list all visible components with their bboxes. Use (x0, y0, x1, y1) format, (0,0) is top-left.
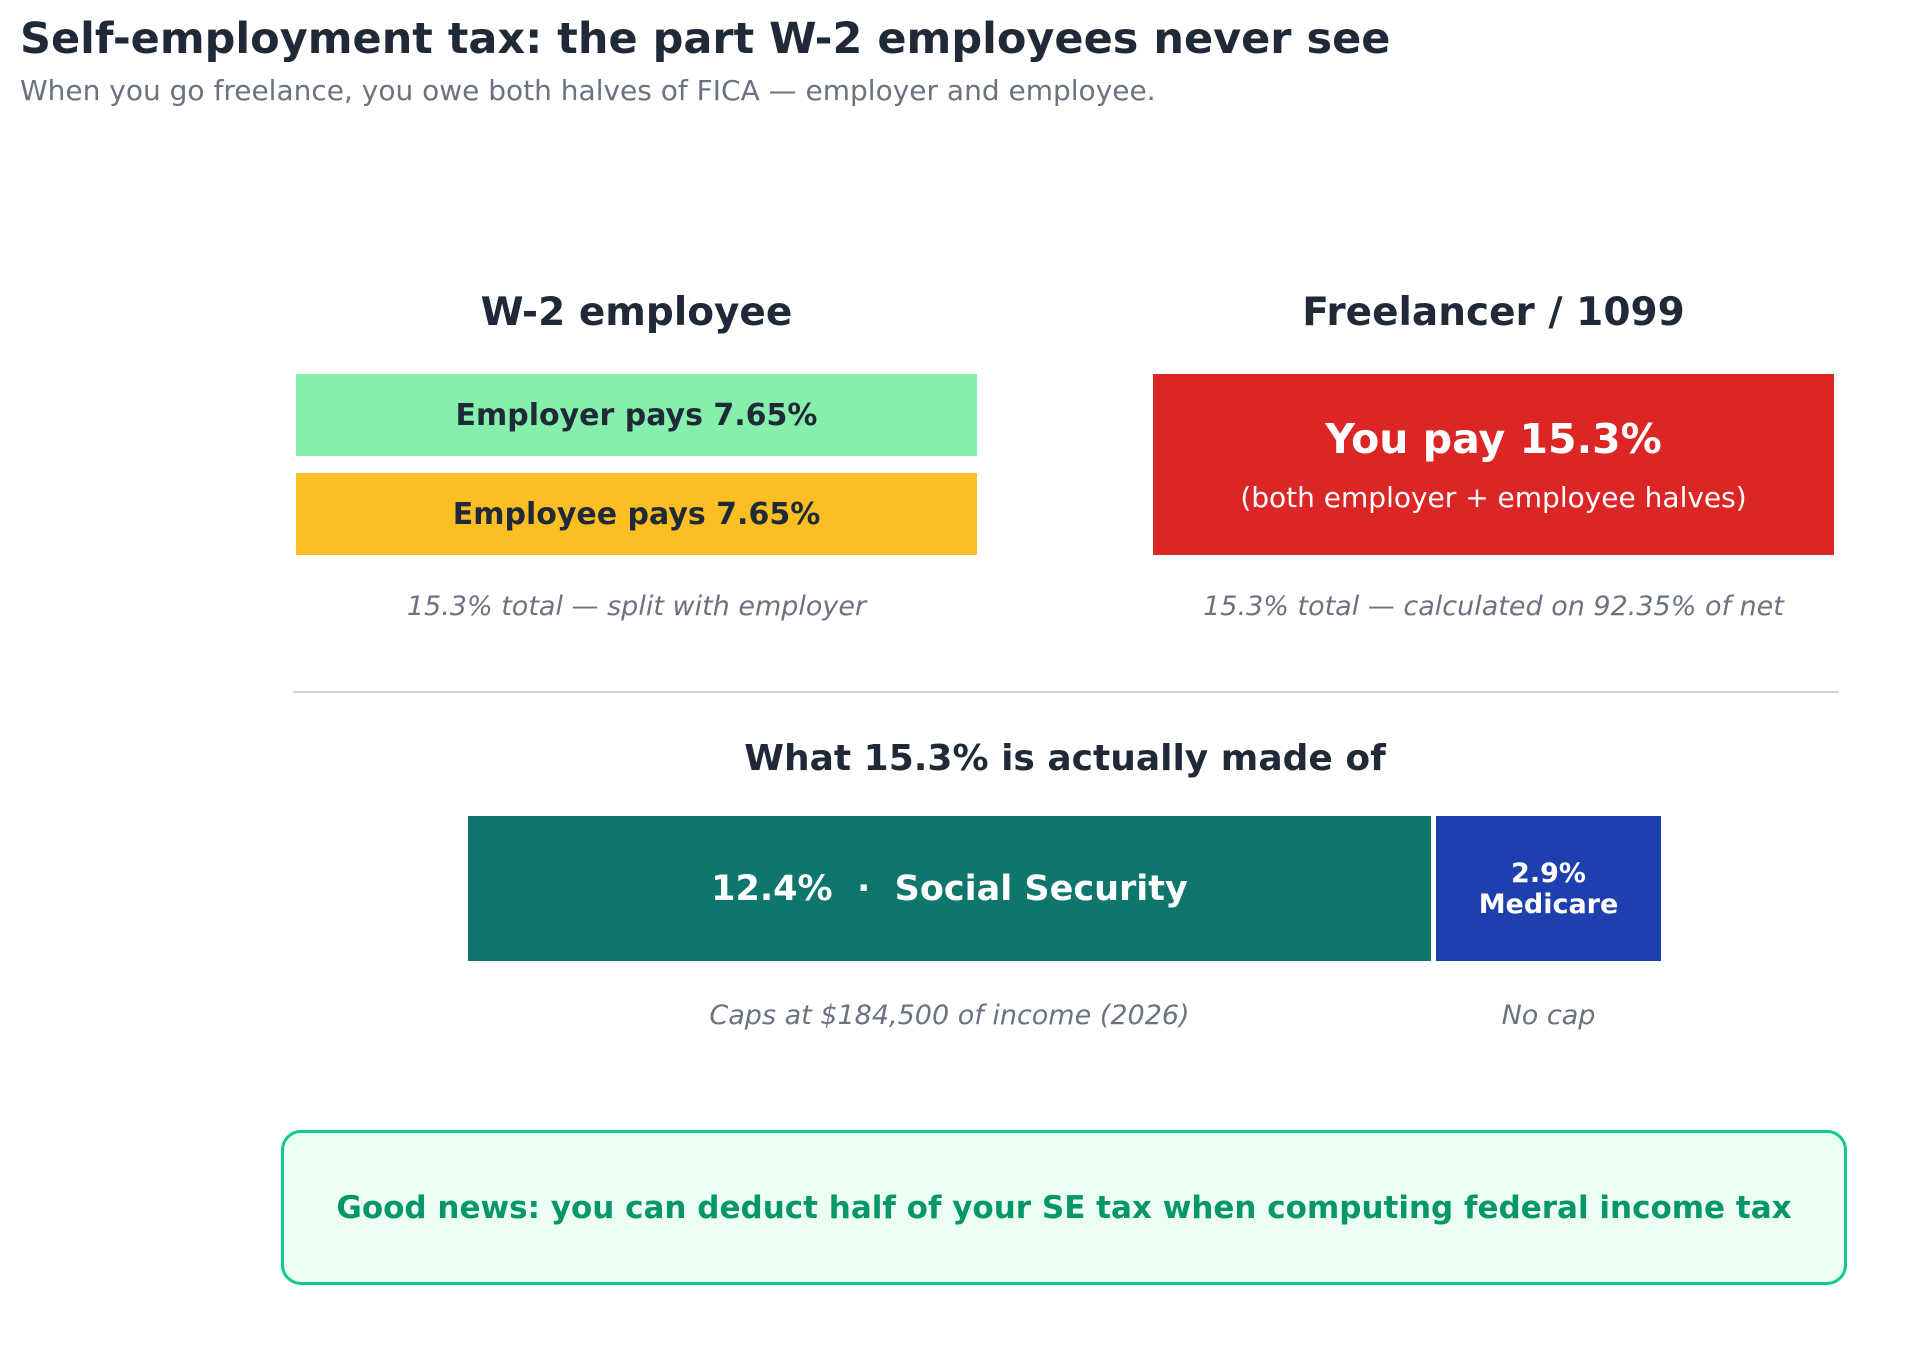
employee-pays-label: Employee pays 7.65% (452, 496, 821, 532)
medicare-note: No cap (1501, 1000, 1596, 1031)
medicare-name-label: Medicare (1478, 888, 1619, 920)
w2-note: 15.3% total — split with employer (406, 591, 867, 622)
freelancer-note: 15.3% total — calculated on 92.35% of ne… (1203, 591, 1784, 622)
social-security-bar: 12.4% · Social Security (468, 816, 1431, 961)
breakdown-heading: What 15.3% is actually made of (744, 738, 1386, 779)
employee-pays-box: Employee pays 7.65% (296, 473, 977, 555)
deduction-callout-text: Good news: you can deduct half of your S… (336, 1189, 1792, 1226)
freelancer-heading: Freelancer / 1099 (1302, 290, 1685, 335)
page-title: Self-employment tax: the part W-2 employ… (20, 14, 1391, 64)
freelancer-pays-sublabel: (both employer + employee halves) (1240, 481, 1747, 514)
social-security-note: Caps at $184,500 of income (2026) (709, 1000, 1190, 1031)
section-divider (293, 691, 1839, 693)
employer-pays-box: Employer pays 7.65% (296, 374, 977, 456)
freelancer-pays-box: You pay 15.3% (both employer + employee … (1153, 374, 1834, 555)
social-security-label: 12.4% · Social Security (711, 868, 1188, 909)
medicare-pct-label: 2.9% (1511, 857, 1586, 889)
employer-pays-label: Employer pays 7.65% (455, 397, 818, 433)
freelancer-pays-label: You pay 15.3% (1325, 415, 1662, 463)
w2-heading: W-2 employee (480, 290, 793, 335)
medicare-bar: 2.9% Medicare (1436, 816, 1661, 961)
page-subtitle: When you go freelance, you owe both halv… (20, 74, 1156, 107)
deduction-callout: Good news: you can deduct half of your S… (281, 1130, 1847, 1285)
